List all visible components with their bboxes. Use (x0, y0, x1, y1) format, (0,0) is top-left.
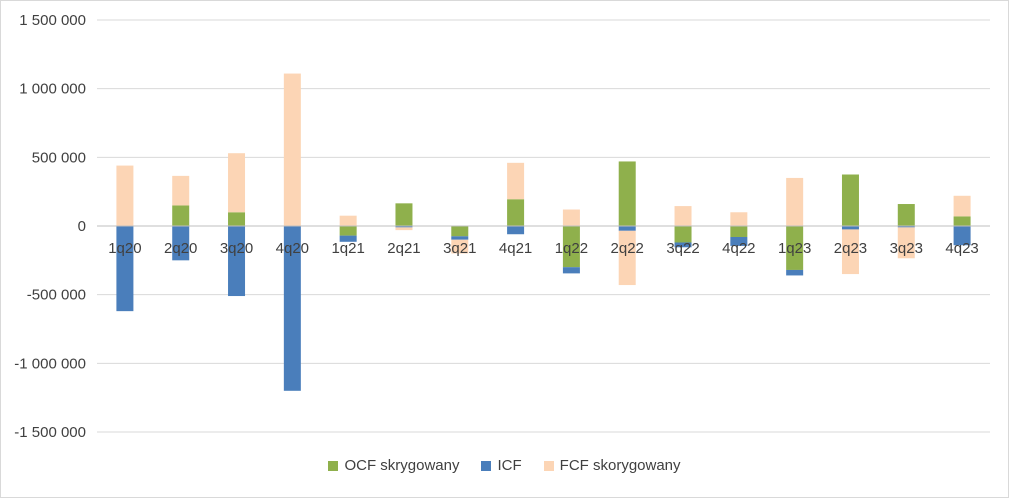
bar-ocf-2q20 (172, 205, 190, 226)
bar-icf-1q20 (116, 226, 134, 312)
y-tick-label: 500 000 (32, 149, 86, 166)
bar-fcf-3q22 (674, 206, 692, 226)
bar-fcf-4q23 (953, 195, 971, 217)
bar-fcf-2q23 (841, 229, 859, 275)
y-tick-label: 1 000 000 (19, 81, 86, 98)
x-tick-label: 4q20 (276, 240, 309, 257)
x-tick-label: 2q23 (834, 240, 867, 257)
y-tick-label: 1 500 000 (19, 12, 86, 29)
y-tick-label: 0 (78, 218, 86, 235)
bar-fcf-3q23 (897, 227, 915, 259)
bar-ocf-1q21 (339, 226, 357, 236)
legend-label-fcf: FCF skorygowany (559, 457, 681, 474)
legend-item-fcf: FCF skorygowany (543, 457, 681, 474)
bar-icf-3q23 (897, 226, 915, 228)
chart-legend: OCF skrygowany ICF FCF skorygowany (0, 457, 1009, 474)
bar-fcf-2q21 (395, 227, 413, 231)
bar-ocf-4q22 (730, 226, 748, 237)
bar-icf-2q21 (395, 226, 413, 228)
bar-icf-4q20 (283, 226, 301, 391)
bar-ocf-4q21 (507, 199, 525, 226)
bar-icf-3q22 (674, 242, 692, 248)
bar-fcf-1q20 (116, 165, 134, 226)
bar-icf-3q20 (228, 226, 246, 297)
bar-ocf-1q22 (562, 226, 580, 268)
x-tick-label: 1q23 (778, 240, 811, 257)
bar-icf-3q21 (451, 236, 469, 240)
bar-icf-4q23 (953, 226, 971, 246)
bar-icf-1q21 (339, 235, 357, 242)
x-tick-label: 1q22 (555, 240, 588, 257)
legend-label-ocf: OCF skrygowany (344, 457, 460, 474)
bar-icf-1q22 (562, 267, 580, 274)
bar-ocf-2q21 (395, 203, 413, 226)
bar-fcf-2q20 (172, 175, 190, 206)
bar-icf-4q21 (507, 226, 525, 235)
bar-ocf-3q23 (897, 204, 915, 226)
x-tick-label: 1q20 (108, 240, 141, 257)
bar-icf-2q20 (172, 226, 190, 261)
bar-fcf-1q23 (786, 177, 804, 226)
legend-swatch-icf (481, 460, 492, 471)
bar-ocf-2q23 (841, 174, 859, 226)
bar-ocf-3q22 (674, 226, 692, 243)
legend-swatch-ocf (328, 460, 339, 471)
x-tick-label: 2q22 (611, 240, 644, 257)
bar-fcf-3q21 (451, 239, 469, 254)
y-tick-label: -1 500 000 (14, 424, 86, 441)
x-tick-label: 1q21 (331, 240, 364, 257)
bar-fcf-3q20 (228, 153, 246, 213)
bar-ocf-2q22 (618, 161, 636, 226)
legend-swatch-fcf (543, 460, 554, 471)
bar-fcf-4q21 (507, 162, 525, 200)
bar-icf-2q22 (618, 226, 636, 231)
legend-label-icf: ICF (497, 457, 522, 474)
bar-fcf-1q21 (339, 215, 357, 226)
x-tick-label: 2q21 (387, 240, 420, 257)
legend-item-ocf: OCF skrygowany (328, 457, 459, 474)
bar-fcf-4q22 (730, 212, 748, 226)
bar-fcf-2q22 (618, 230, 636, 286)
x-tick-label: 4q22 (722, 240, 755, 257)
x-tick-label: 4q21 (499, 240, 532, 257)
x-tick-label: 3q22 (666, 240, 699, 257)
bar-icf-4q22 (730, 236, 748, 246)
bar-ocf-1q23 (786, 226, 804, 270)
bar-ocf-4q23 (953, 216, 971, 226)
x-tick-label: 3q20 (220, 240, 253, 257)
bar-ocf-3q21 (451, 226, 469, 237)
bar-fcf-4q20 (283, 73, 301, 226)
x-tick-label: 2q20 (164, 240, 197, 257)
y-tick-label: -1 000 000 (14, 355, 86, 372)
x-tick-label: 3q23 (890, 240, 923, 257)
bar-icf-2q23 (841, 226, 859, 230)
x-tick-label: 4q23 (945, 240, 978, 257)
y-tick-label: -500 000 (27, 287, 86, 304)
legend-item-icf: ICF (481, 457, 522, 474)
x-tick-label: 3q21 (443, 240, 476, 257)
bar-ocf-3q20 (228, 212, 246, 226)
bar-icf-1q23 (786, 269, 804, 276)
bar-fcf-1q22 (562, 209, 580, 226)
